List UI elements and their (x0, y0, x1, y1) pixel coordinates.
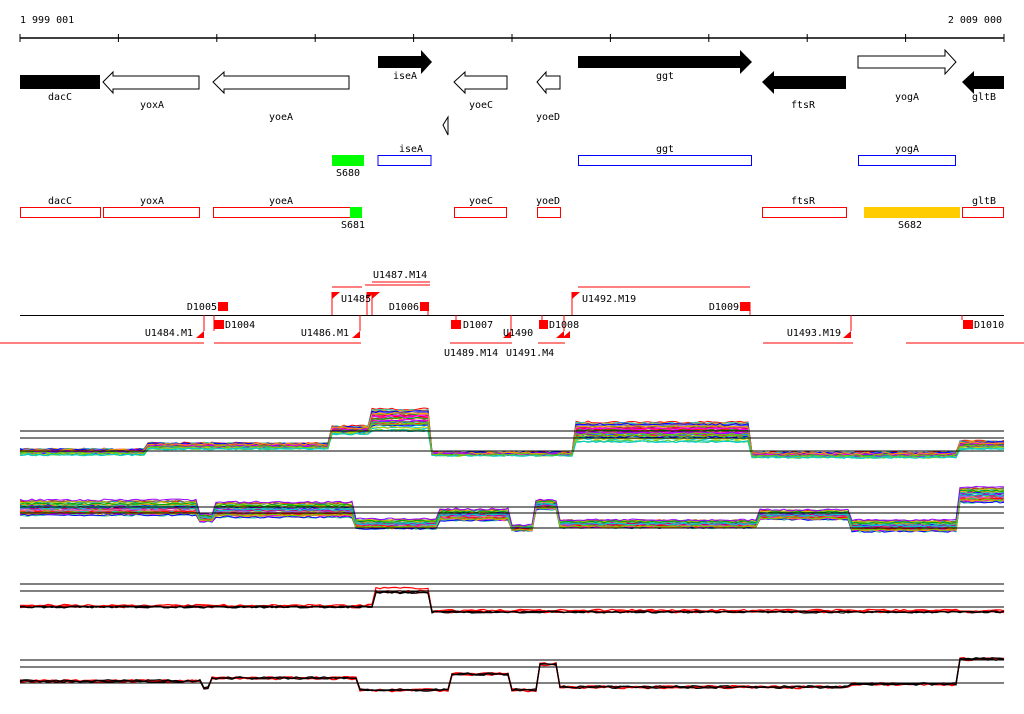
gene-label: yogA (895, 92, 919, 103)
reverse-box-yoeD[interactable] (537, 207, 561, 218)
site-label: S680 (336, 168, 360, 179)
gene-label: yoxA (140, 100, 164, 111)
box-label: yoeA (269, 196, 293, 207)
expression-profile-line (20, 493, 1005, 530)
expression-panel-1 (19, 407, 1005, 459)
gene-label: gltB (972, 92, 996, 103)
segment-marker-D1010[interactable] (963, 320, 973, 329)
gene-label: yoeD (536, 112, 560, 123)
segment-label: U1487.M14 (373, 270, 427, 281)
segment-label: D1006 (389, 302, 419, 313)
reverse-box-gltB[interactable] (962, 207, 1004, 218)
segment-label: U1491.M4 (506, 348, 554, 359)
box-label: dacC (48, 196, 72, 207)
small-feature-arrow (442, 115, 449, 136)
forward-box-iseA[interactable] (377, 155, 432, 166)
site-label: S681 (341, 220, 365, 231)
segment-label: D1009 (709, 302, 739, 313)
gene-arrow-yogA[interactable] (857, 48, 957, 76)
segment-label: D1010 (974, 320, 1004, 331)
segment-label: U1485 (341, 294, 371, 305)
segment-label: U1484.M1 (145, 328, 193, 339)
expression-profile-line (19, 412, 1005, 456)
gene-track: dacC yoxA yoeA iseA yoeC yoeD ggt ftsR y… (20, 48, 1004, 136)
box-label: ggt (656, 144, 674, 155)
gene-arrow-dacC[interactable] (20, 75, 100, 89)
gene-label: yoeC (469, 100, 493, 111)
gene-arrow-yoeC[interactable] (453, 70, 508, 95)
segment-label: U1489.M14 (444, 348, 498, 359)
segment-marker-D1005[interactable] (218, 302, 228, 311)
expression-profile-line (19, 590, 1005, 614)
gene-label: ggt (656, 71, 674, 82)
expression-profile-line (19, 589, 1005, 614)
segment-label: D1004 (225, 320, 255, 331)
gene-arrow-ftsR[interactable] (762, 71, 846, 94)
expression-profile-line (19, 657, 1005, 692)
forward-strand-track: iseA ggt yogA S680 (332, 144, 956, 179)
box-label: iseA (399, 144, 423, 155)
site-label: S682 (898, 220, 922, 231)
reverse-box-ftsR[interactable] (762, 207, 847, 218)
reverse-strand-track: dacC yoxA yoeA S681 yoeC yoeD ftsR S682 … (20, 196, 1004, 231)
gene-arrow-yoeA[interactable] (212, 70, 350, 95)
segment-label: U1492.M19 (582, 294, 636, 305)
expression-profile-line (19, 657, 1005, 692)
segment-marker-D1004[interactable] (214, 320, 224, 329)
ruler-end-label: 2 009 000 (948, 15, 1002, 26)
reverse-box-yoeA[interactable] (213, 207, 356, 218)
segment-label: D1008 (549, 320, 579, 331)
forward-box-ggt[interactable] (578, 155, 752, 166)
gene-label: dacC (48, 92, 72, 103)
expression-profile-line (19, 429, 1005, 459)
box-label: yoeC (469, 196, 493, 207)
expression-profile-line (19, 657, 1005, 692)
segment-label: U1486.M1 (301, 328, 349, 339)
site-S681[interactable] (350, 207, 362, 218)
expression-panel-3 (19, 583, 1005, 614)
forward-box-yogA[interactable] (858, 155, 956, 166)
gene-arrow-iseA[interactable] (378, 50, 432, 74)
segment-label: U1493.M19 (787, 328, 841, 339)
reverse-box-yoxA[interactable] (103, 207, 200, 218)
gene-arrow-ggt[interactable] (578, 50, 752, 74)
expression-panel-2 (19, 485, 1005, 533)
expression-profile-line (20, 420, 1005, 457)
box-label: yoeD (536, 196, 560, 207)
expression-profile-line (19, 591, 1005, 614)
segment-flag (332, 292, 340, 299)
expression-panel-4 (19, 656, 1005, 693)
reverse-box-yoeC[interactable] (454, 207, 507, 218)
box-label: gltB (972, 196, 996, 207)
ruler-start-label: 1 999 001 (20, 15, 74, 26)
segment-label: U1490 (503, 328, 533, 339)
box-label: yoxA (140, 196, 164, 207)
segment-marker-D1008[interactable] (539, 320, 548, 329)
segment-marker-D1006[interactable] (420, 302, 429, 311)
site-S680[interactable] (332, 155, 364, 166)
site-S682[interactable] (864, 207, 960, 218)
segment-marker-D1009[interactable] (740, 302, 750, 311)
segment-marker-D1007[interactable] (451, 320, 461, 329)
expression-profile-line (19, 590, 1005, 614)
coordinate-ruler: 1 999 001 2 009 000 (19, 15, 1005, 42)
expression-profile-line (19, 418, 1005, 457)
gene-arrow-yoxA[interactable] (102, 70, 200, 95)
segment-label: D1005 (187, 302, 217, 313)
gene-label: ftsR (791, 100, 816, 111)
reverse-box-dacC[interactable] (20, 207, 101, 218)
expression-profile-line (19, 485, 1005, 527)
box-label: yogA (895, 144, 919, 155)
gene-arrow-gltB[interactable] (962, 71, 1004, 94)
gene-label: yoeA (269, 112, 293, 123)
box-label: ftsR (791, 196, 816, 207)
gene-label: iseA (393, 71, 417, 82)
expression-panels (19, 407, 1005, 693)
gene-arrow-yoeD[interactable] (536, 70, 561, 95)
segment-track: D1005 U1485 U1487.M14 D1006 U1492.M19 D1… (0, 270, 1024, 359)
segment-label: D1007 (463, 320, 493, 331)
